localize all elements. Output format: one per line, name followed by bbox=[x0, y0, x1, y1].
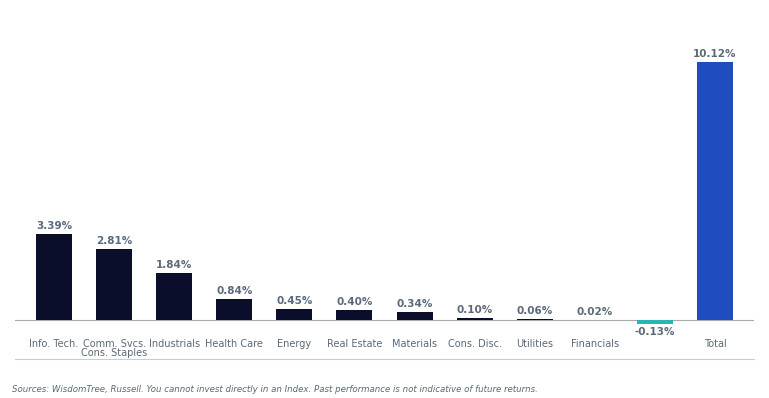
Bar bbox=[96, 249, 132, 320]
Text: 0.34%: 0.34% bbox=[396, 298, 433, 308]
Text: Real Estate: Real Estate bbox=[327, 339, 382, 349]
Text: 0.45%: 0.45% bbox=[276, 296, 312, 306]
Bar bbox=[397, 312, 433, 320]
Text: Utilities: Utilities bbox=[516, 339, 553, 349]
Text: 1.84%: 1.84% bbox=[156, 260, 192, 270]
Bar bbox=[276, 309, 312, 320]
Text: Cons. Disc.: Cons. Disc. bbox=[448, 339, 501, 349]
Bar bbox=[457, 318, 493, 320]
Text: Industrials: Industrials bbox=[148, 339, 200, 349]
Text: Health Care: Health Care bbox=[205, 339, 263, 349]
Text: Energy: Energy bbox=[278, 339, 311, 349]
Bar bbox=[156, 273, 192, 320]
Text: Cons. Staples: Cons. Staples bbox=[81, 348, 147, 358]
Bar bbox=[336, 310, 372, 320]
Bar bbox=[216, 299, 252, 320]
Text: Sources: WisdomTree, Russell. You cannot invest directly in an Index. Past perfo: Sources: WisdomTree, Russell. You cannot… bbox=[12, 385, 538, 394]
Bar bbox=[637, 320, 673, 324]
Text: Total: Total bbox=[704, 339, 727, 349]
Text: 0.02%: 0.02% bbox=[577, 307, 613, 317]
Text: Financials: Financials bbox=[571, 339, 619, 349]
Text: 0.06%: 0.06% bbox=[517, 306, 553, 316]
Text: -0.13%: -0.13% bbox=[634, 327, 675, 337]
Text: Comm. Svcs.: Comm. Svcs. bbox=[82, 339, 145, 349]
Text: 2.81%: 2.81% bbox=[96, 236, 132, 246]
Text: Materials: Materials bbox=[392, 339, 437, 349]
Bar bbox=[517, 319, 553, 320]
Bar bbox=[697, 62, 733, 320]
Text: 0.84%: 0.84% bbox=[216, 286, 252, 296]
Text: 10.12%: 10.12% bbox=[693, 49, 737, 59]
Text: Info. Tech.: Info. Tech. bbox=[29, 339, 78, 349]
Bar bbox=[36, 234, 72, 320]
Text: 0.10%: 0.10% bbox=[457, 305, 493, 315]
Text: 3.39%: 3.39% bbox=[36, 221, 72, 231]
Text: 0.40%: 0.40% bbox=[336, 297, 373, 307]
